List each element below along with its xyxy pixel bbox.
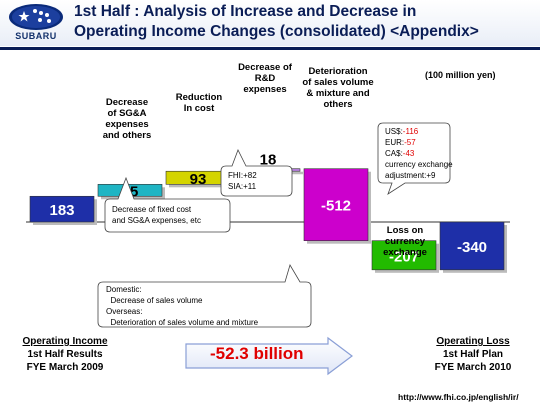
callout-currency-line: US$:-116 (385, 126, 453, 137)
bar-value-cost: 93 (190, 171, 207, 188)
bar-label-cost-line: Reduction (175, 92, 223, 103)
footer-start-period: 1st Half Results (27, 349, 103, 360)
logo-text: SUBARU (15, 31, 57, 41)
bar-label-rd-line: R&D (254, 73, 276, 84)
callout-currency-line: CA$:-43 (385, 148, 453, 159)
bar-label-rd-line: Decrease of (238, 62, 292, 73)
bar-label-cost-line: In cost (183, 103, 215, 114)
bar-volume (303, 168, 369, 241)
callout-currency-line: EUR:-57 (385, 137, 453, 148)
bar-label-volume-line: Deterioration (308, 66, 368, 77)
page-title-line-1: 1st Half : Analysis of Increase and Decr… (74, 3, 417, 20)
footer-start-fiscal: FYE March 2009 (26, 362, 104, 373)
waterfall-chart: 183859318-512-207-340 (26, 122, 510, 376)
callout-cost: FHI:+82 SIA:+11 (228, 170, 257, 192)
bar-value-volume: -512 (321, 198, 351, 215)
change-arrow (185, 336, 353, 376)
bar-label-cost: Reduction In cost (164, 92, 234, 114)
subaru-logo-icon (9, 4, 63, 30)
callout-currency-line: adjustment:+9 (385, 171, 436, 180)
header-divider (0, 47, 540, 50)
callout-sga-line: and SG&A expenses, etc (112, 216, 201, 225)
footer-end-fiscal: FYE March 2010 (434, 362, 512, 373)
bar-currency (371, 240, 437, 271)
callout-box-currency (377, 122, 451, 195)
currency-value: -57 (404, 138, 416, 147)
bar-label-sga-line: Decrease (105, 97, 149, 108)
header: SUBARU 1st Half : Analysis of Increase a… (0, 0, 540, 46)
callout-volume-line: Decrease of sales volume (106, 296, 203, 305)
bar-label-currency: Loss on currency exchange (370, 225, 440, 258)
footer-start-label: Operating Income 1st Half Results FYE Ma… (10, 335, 120, 374)
bar-label-currency-line: exchange (383, 247, 427, 258)
bar-label-sga-line: of SG&A (107, 108, 147, 119)
callout-sga: Decrease of fixed cost and SG&A expenses… (112, 204, 201, 226)
currency-value: -116 (402, 127, 419, 136)
bar-value-start: 183 (49, 202, 74, 219)
callout-currency: US$:-116 EUR:-57 CA$:-43 currency exchan… (385, 126, 453, 181)
bar-label-volume-line: others (323, 99, 353, 110)
bar-end (439, 221, 505, 271)
units-label: (100 million yen) (425, 70, 496, 80)
bar-label-currency-line: Loss on (386, 225, 424, 236)
callout-box-cost (220, 149, 293, 197)
callout-sga-line: Decrease of fixed cost (112, 205, 192, 214)
currency-value: -43 (402, 149, 415, 158)
bar-label-rd: Decrease of R&D expenses (230, 62, 300, 95)
bar-label-volume: Deterioration of sales volume & mixture … (296, 66, 380, 110)
footer-end-period: 1st Half Plan (442, 349, 504, 360)
callout-box-volume (97, 264, 312, 328)
callout-volume: Domestic: Decrease of sales volume Overs… (106, 284, 258, 328)
callout-volume-line: Domestic: (106, 285, 142, 294)
bar-value-end: -340 (457, 239, 487, 256)
page-title-line-2: Operating Income Changes (consolidated) … (74, 23, 479, 40)
bar-label-volume-line: of sales volume (302, 77, 374, 88)
callout-box-sga (104, 176, 231, 233)
callout-cost-line: SIA:+11 (228, 182, 257, 191)
bar-label-sga-line: and others (102, 130, 152, 141)
bar-start (29, 195, 95, 223)
bar-value-currency: -207 (389, 248, 419, 265)
bar-value-rd: 18 (260, 152, 277, 169)
bar-label-currency-line: currency (384, 236, 426, 247)
bar-label-sga-line: expenses (105, 119, 149, 130)
callout-currency-line: currency exchange (385, 160, 453, 169)
footer-url[interactable]: http://www.fhi.co.jp/english/ir/ (398, 392, 519, 402)
change-amount: -52.3 billion (210, 344, 304, 363)
footer-start-title: Operating Income (22, 336, 108, 347)
callout-cost-line: FHI:+82 (228, 171, 257, 180)
bar-label-sga: Decrease of SG&A expenses and others (92, 97, 162, 141)
callout-volume-line: Deterioration of sales volume and mixtur… (106, 318, 259, 327)
callout-volume-line: Overseas: (106, 307, 143, 316)
footer-end-label: Operating Loss 1st Half Plan FYE March 2… (418, 335, 528, 374)
footer-end-title: Operating Loss (436, 336, 510, 347)
bar-label-rd-line: expenses (243, 84, 287, 95)
currency-code: US$: (385, 127, 403, 136)
currency-code: EUR: (385, 138, 405, 147)
currency-code: CA$: (385, 149, 403, 158)
bar-label-volume-line: & mixture and (306, 88, 370, 99)
